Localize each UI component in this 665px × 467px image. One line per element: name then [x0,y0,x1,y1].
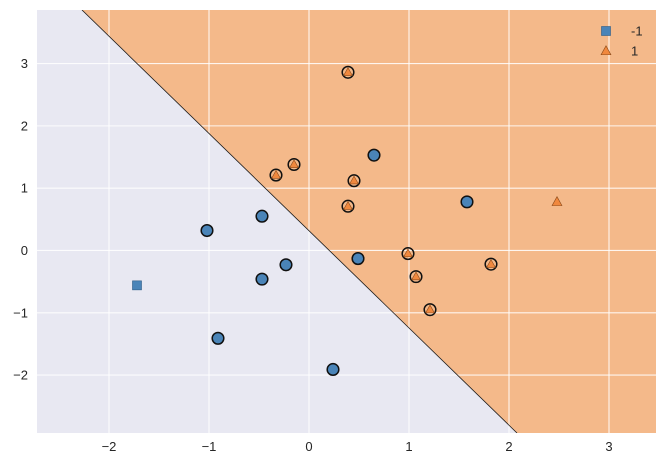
x-tick-label: 0 [305,439,312,454]
legend-marker [601,26,611,36]
y-tick-label: 2 [21,118,28,133]
support-vector-point-neg1 [255,209,269,223]
support-vector-triangle-1 [486,258,496,268]
support-vector-triangle-1 [343,201,353,210]
region-class-1 [82,10,656,433]
legend-marker [600,45,612,56]
support-vector-circle-1 [484,257,498,271]
support-vector-triangle-1 [403,248,413,258]
x-tick-label: −2 [102,439,117,454]
data-point-1 [551,196,563,206]
plot-area [37,10,656,433]
y-tick-label: 0 [21,243,28,258]
support-vector-point-neg1 [211,331,225,345]
support-vector-triangle-1 [343,67,353,76]
support-vector-triangle-1 [425,304,435,314]
support-vector-point-neg1 [326,362,340,377]
support-vector-point-neg1 [460,195,474,209]
support-vector-triangle-1 [271,169,281,179]
x-tick-label: 2 [505,439,512,454]
legend-label: 1 [631,44,638,59]
data-point-neg1 [132,280,142,291]
support-vector-circle-1 [341,199,355,213]
support-vector-point-neg1 [279,258,293,272]
axes: −2 −1 0 1 2 3 −2 −1 0 1 2 3 [13,56,612,454]
y-tick-label: −1 [13,305,28,320]
support-vector-circle-1 [409,270,423,284]
y-tick-label: 3 [21,56,28,71]
support-vector-triangle-1 [411,271,421,281]
support-vector-point-neg1 [367,148,381,162]
decision-boundary [81,10,518,433]
x-tick-label: 1 [405,439,412,454]
support-vector-point-neg1 [351,252,365,266]
support-vector-circle-1 [423,303,437,317]
support-vector-triangle-1 [289,159,299,169]
support-vector-circle-1 [341,65,355,79]
support-vector-circle-1 [347,174,361,188]
support-vector-point-neg1 [200,223,214,238]
x-tick-label: −1 [202,439,217,454]
y-tick-label: 1 [21,181,28,196]
x-tick-label: 3 [605,439,612,454]
support-vector-point-neg1 [255,272,269,286]
y-tick-label: −2 [13,368,28,383]
support-vector-circle-1 [401,247,415,261]
legend: -11 [600,24,643,59]
support-vector-triangle-1 [349,175,359,185]
support-vector-circle-1 [287,157,301,172]
legend-label: -1 [631,24,643,39]
support-vector-circle-1 [269,168,283,182]
